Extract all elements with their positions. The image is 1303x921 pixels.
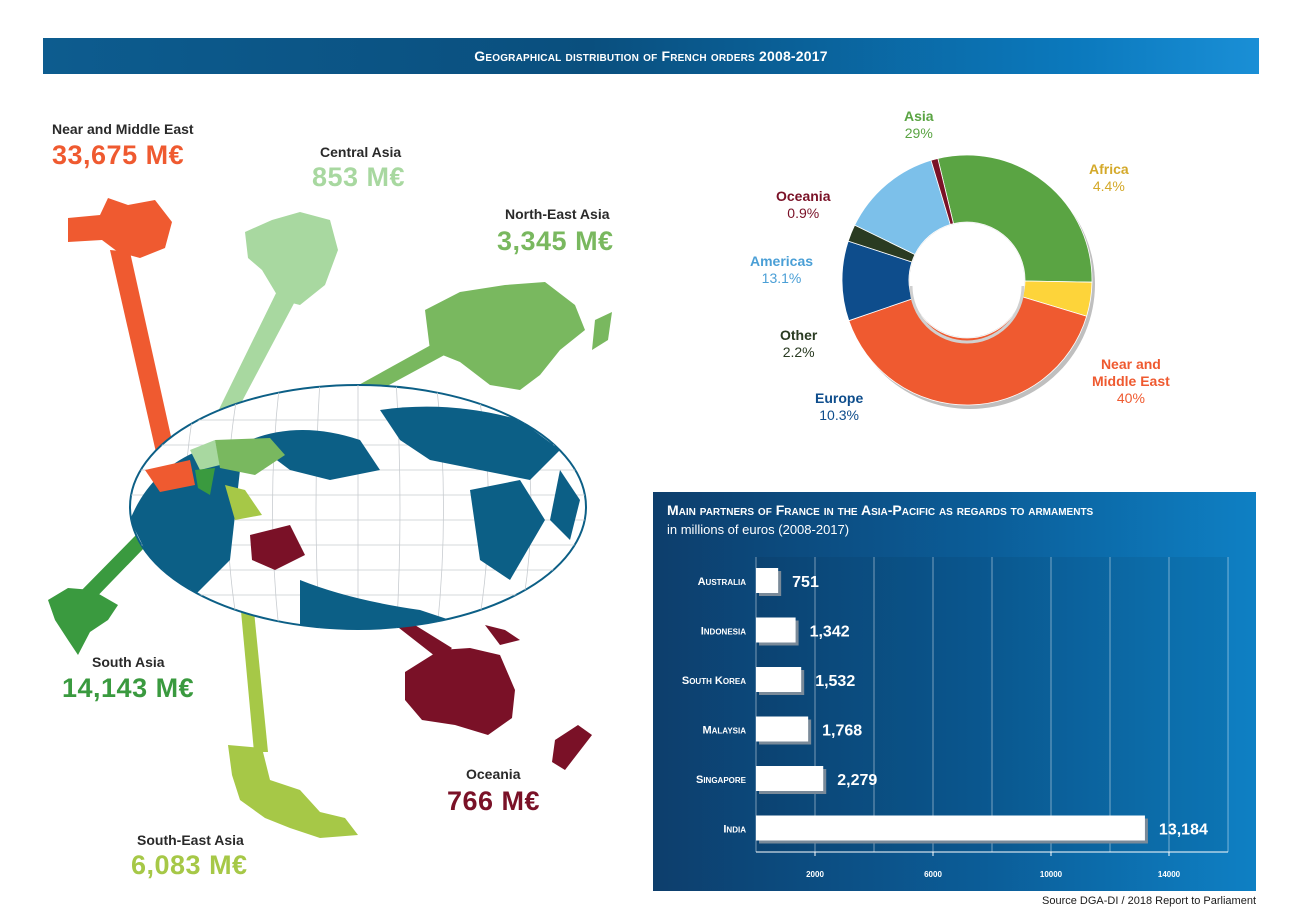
shape-central-asia <box>245 212 338 305</box>
donut-slice-oceania <box>930 157 954 225</box>
bar-chart: 2000 6000 10000 14000 Australia 751 Indonesia 1… <box>682 557 1229 879</box>
value-label: 13,184 <box>1159 822 1208 839</box>
beam-near-middle-east <box>110 250 178 470</box>
page-title: Geographical distribution of French orde… <box>474 48 828 64</box>
x-tick-label: 6000 <box>924 870 942 879</box>
bar-indonesia <box>756 617 796 643</box>
donut-slice-asia <box>937 154 1093 283</box>
region-name-central-asia: Central Asia <box>320 144 402 160</box>
region-value-south-east-asia: 6,083 M€ <box>131 850 248 880</box>
pie-label-europe: Europe 10.3% <box>815 390 863 424</box>
pie-label-oceania: Oceania 0.9% <box>776 188 830 222</box>
pie-label-oceania-pct: 0.9% <box>787 205 820 221</box>
title-banner: Geographical distribution of French orde… <box>43 38 1259 74</box>
region-name-south-east-asia: South-East Asia <box>137 832 244 848</box>
pie-label-africa-pct: 4.4% <box>1092 178 1125 194</box>
region-name-oceania: Oceania <box>466 766 521 782</box>
globe-region-south-east-asia <box>225 485 262 520</box>
region-value-south-asia: 14,143 M€ <box>62 673 195 703</box>
bar-singapore <box>756 766 824 791</box>
x-tick-label: 2000 <box>806 870 824 879</box>
pie-label-nme-line2: Middle East <box>1092 373 1170 389</box>
donut-chart <box>841 154 1095 409</box>
category-label: South Korea <box>682 675 746 687</box>
category-label: Singapore <box>696 774 747 786</box>
region-name-north-east-asia: North-East Asia <box>505 206 610 222</box>
globe-region-central-asia <box>190 440 220 470</box>
x-tick-label: 10000 <box>1040 870 1063 879</box>
globe-region-near-middle-east <box>145 460 195 492</box>
pie-label-nme-pct: 40% <box>1116 390 1145 406</box>
pie-label-asia-name: Asia <box>904 108 934 124</box>
region-name-near-middle-east: Near and Middle East <box>52 121 194 137</box>
donut-hole <box>909 222 1025 338</box>
world-map-illustration <box>48 198 612 838</box>
shape-near-middle-east <box>68 198 172 258</box>
pie-label-europe-name: Europe <box>815 390 864 406</box>
bar-india <box>756 815 1145 841</box>
shape-oceania <box>405 625 592 770</box>
bar-south-korea <box>756 667 802 692</box>
shape-south-asia <box>48 588 118 655</box>
pie-label-asia-pct: 29% <box>904 125 933 141</box>
pie-label-near-middle-east: Near and Middle East 40% <box>1092 356 1170 407</box>
globe-region-south-asia <box>195 468 215 495</box>
value-label: 1,342 <box>810 624 850 641</box>
bar-malaysia <box>756 716 809 742</box>
pie-label-other-name: Other <box>780 327 818 343</box>
region-value-oceania: 766 M€ <box>447 786 541 816</box>
pie-label-americas-name: Americas <box>750 253 814 269</box>
pie-label-oceania-name: Oceania <box>776 188 831 204</box>
bar-chart-title: Main partners of France in the Asia-Paci… <box>667 502 1094 518</box>
region-name-south-asia: South Asia <box>92 654 165 670</box>
shape-north-east-asia <box>425 282 612 390</box>
donut-hole-shadow <box>909 285 1025 344</box>
globe-region-oceania <box>250 525 305 570</box>
value-label: 1,768 <box>822 723 862 740</box>
pie-label-africa: Africa 4.4% <box>1089 161 1129 195</box>
region-value-north-east-asia: 3,345 M€ <box>497 226 614 256</box>
region-value-central-asia: 853 M€ <box>312 162 406 192</box>
bar-chart-subtitle: in millions of euros (2008-2017) <box>667 522 850 537</box>
region-value-near-middle-east: 33,675 M€ <box>52 140 185 170</box>
partners-bar-panel: Main partners of France in the Asia-Paci… <box>653 492 1256 891</box>
value-label: 2,279 <box>837 772 877 789</box>
pie-label-asia: Asia 29% <box>904 108 934 142</box>
shape-south-east-asia <box>228 745 358 838</box>
value-label: 751 <box>792 574 819 591</box>
pie-label-other: Other 2.2% <box>780 327 817 361</box>
category-label: India <box>723 824 746 836</box>
pie-label-americas: Americas 13.1% <box>750 253 813 287</box>
pie-label-europe-pct: 10.3% <box>819 407 859 423</box>
pie-label-nme-line1: Near and <box>1100 356 1161 372</box>
category-label: Indonesia <box>701 626 747 638</box>
category-label: Australia <box>698 576 747 588</box>
bar-australia <box>756 568 779 593</box>
value-label: 1,532 <box>815 673 855 690</box>
pie-label-africa-name: Africa <box>1089 161 1129 177</box>
donut-slice-near-and-middle-east <box>848 296 1088 406</box>
pie-label-americas-pct: 13.1% <box>761 270 802 286</box>
x-tick-label: 14000 <box>1158 870 1181 879</box>
globe-region-north-east-asia <box>215 438 285 475</box>
plot-area <box>756 557 1228 852</box>
source-note: Source DGA-DI / 2018 Report to Parliamen… <box>1042 895 1256 907</box>
pie-label-other-pct: 2.2% <box>782 344 815 360</box>
category-label: Malaysia <box>702 725 746 737</box>
